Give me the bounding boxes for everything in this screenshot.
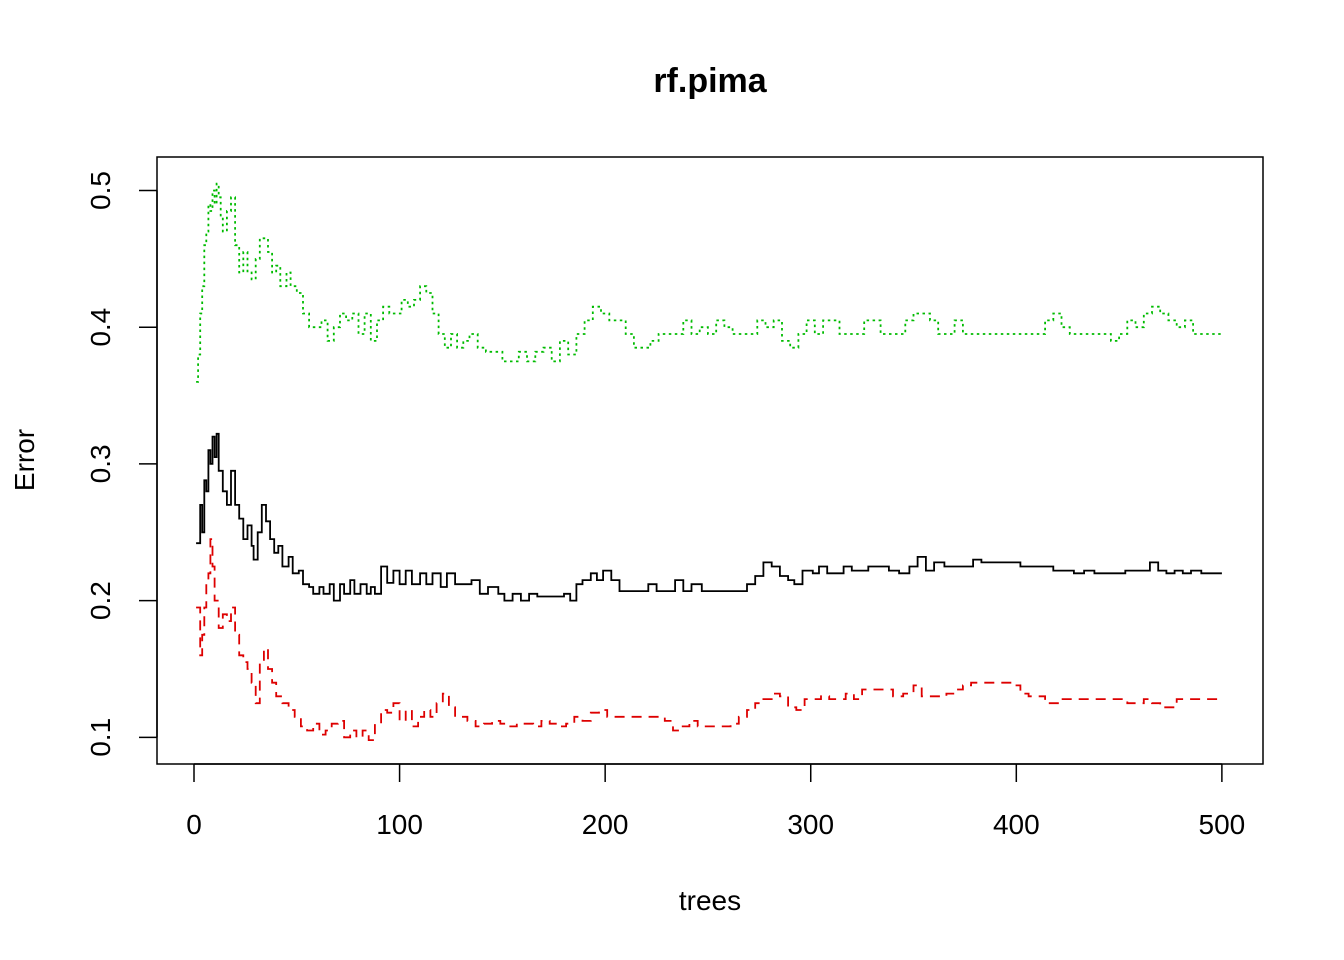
series-layer [196,182,1222,741]
x-axis-label: trees [679,885,741,916]
x-tick-label: 0 [186,809,202,840]
plot-frame [156,156,1264,765]
y-tick-label: 0.4 [85,308,116,347]
chart-title: rf.pima [653,62,767,100]
y-tick-label: 0.3 [85,444,116,483]
y-tick-label: 0.1 [85,718,116,757]
plot-area [156,156,1264,765]
x-tick-label: 100 [376,809,423,840]
y-axis-label: Error [9,429,40,491]
series-line-1 [196,432,1222,602]
y-axis: 0.1 0.2 0.3 0.4 0.5 [85,171,158,757]
series-line-2 [196,538,1222,741]
x-axis: 0 100 200 300 400 500 [186,763,1246,840]
y-tick-label: 0.5 [85,171,116,210]
series-line-3 [196,182,1222,383]
x-tick-label: 400 [993,809,1040,840]
y-tick-label: 0.2 [85,581,116,620]
x-tick-label: 200 [582,809,629,840]
x-tick-label: 300 [787,809,834,840]
x-tick-label: 500 [1199,809,1246,840]
